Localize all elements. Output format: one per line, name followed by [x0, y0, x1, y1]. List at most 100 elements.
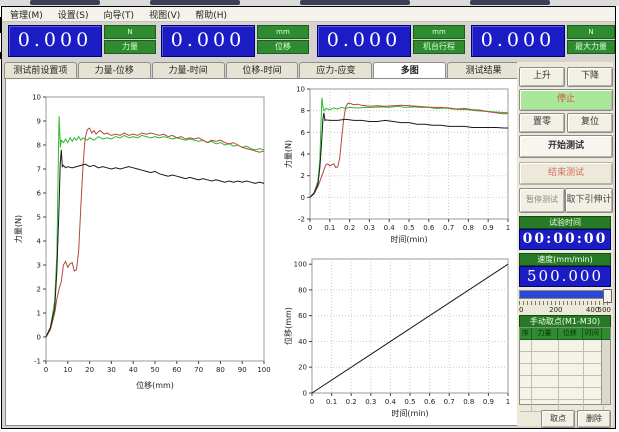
- tab-test-results[interactable]: 测试结果: [447, 62, 521, 79]
- svg-text:0.7: 0.7: [444, 398, 455, 406]
- reset-button[interactable]: 复位: [567, 113, 613, 133]
- svg-text:0: 0: [44, 366, 48, 374]
- tab-displacement-time[interactable]: 位移-时间: [225, 62, 299, 79]
- slider-tick-label: 200: [549, 306, 563, 314]
- menu-item-settings[interactable]: 设置(S): [57, 10, 89, 21]
- menu-item-view[interactable]: 视图(V): [149, 10, 181, 21]
- svg-text:0.8: 0.8: [463, 398, 474, 406]
- svg-text:20: 20: [85, 366, 94, 374]
- table-scrollbar[interactable]: [601, 340, 610, 404]
- stop-button[interactable]: 停止: [519, 89, 613, 111]
- test-time-header: 试验时间: [519, 216, 611, 229]
- svg-text:0.5: 0.5: [403, 224, 414, 232]
- svg-text:60: 60: [172, 366, 181, 374]
- photo-edge-artifact: [30, 0, 100, 5]
- svg-text:1: 1: [506, 398, 510, 406]
- svg-text:0.2: 0.2: [346, 398, 357, 406]
- svg-text:0: 0: [308, 224, 312, 232]
- svg-text:0.1: 0.1: [324, 224, 335, 232]
- start-test-button[interactable]: 开始测试: [519, 135, 613, 158]
- speed-slider[interactable]: [519, 289, 612, 303]
- photo-edge-artifact: [300, 0, 410, 5]
- speed-display: 500.000: [519, 266, 611, 287]
- svg-text:0: 0: [303, 390, 307, 398]
- svg-text:5: 5: [37, 214, 41, 222]
- svg-text:8: 8: [301, 107, 305, 115]
- svg-text:0: 0: [301, 194, 305, 202]
- svg-text:时间(min): 时间(min): [391, 408, 428, 418]
- delete-point-button[interactable]: 删除: [577, 410, 611, 428]
- svg-text:0: 0: [310, 398, 314, 406]
- tab-stress-strain[interactable]: 应力-应变: [299, 62, 373, 79]
- svg-text:0.9: 0.9: [483, 224, 494, 232]
- stroke-value-display: 0.000: [317, 25, 411, 57]
- end-test-button[interactable]: 结束测试: [519, 162, 613, 185]
- svg-text:40: 40: [129, 366, 138, 374]
- svg-text:10: 10: [32, 94, 41, 102]
- svg-text:0.7: 0.7: [443, 224, 454, 232]
- svg-text:力量(N): 力量(N): [283, 140, 293, 168]
- col-force: 力量: [531, 328, 559, 340]
- svg-text:位移(mm): 位移(mm): [136, 380, 174, 390]
- table-row[interactable]: [520, 388, 610, 400]
- svg-text:1: 1: [37, 310, 41, 318]
- svg-text:位移(mm): 位移(mm): [283, 307, 293, 345]
- up-button[interactable]: 上升: [519, 67, 565, 87]
- svg-text:100: 100: [257, 366, 270, 374]
- menu-item-wizard[interactable]: 向导(T): [103, 10, 135, 21]
- svg-text:9: 9: [37, 118, 41, 126]
- down-button[interactable]: 下降: [567, 67, 613, 87]
- slider-tick-label: 0: [519, 306, 524, 314]
- svg-text:-2: -2: [298, 216, 305, 224]
- max-force-value-display: 0.000: [471, 25, 565, 57]
- menu-item-manage[interactable]: 管理(M): [10, 10, 43, 21]
- svg-text:0.6: 0.6: [424, 398, 436, 406]
- points-table-header: 序 力量 位移 时间: [520, 328, 610, 340]
- max-force-label-badge: 最大力量: [567, 40, 615, 54]
- svg-text:40: 40: [298, 338, 307, 346]
- remove-extensometer-button[interactable]: 取下引伸计: [565, 188, 613, 213]
- displacement-label-badge: 位移: [257, 40, 309, 54]
- tab-force-displacement[interactable]: 力量-位移: [77, 62, 151, 79]
- displacement-value-display: 0.000: [161, 25, 255, 57]
- tab-pretest-settings[interactable]: 测试前设置项: [4, 62, 77, 79]
- stroke-label-badge: 机台行程: [413, 40, 465, 54]
- svg-text:0.4: 0.4: [385, 398, 397, 406]
- menu-item-help[interactable]: 帮助(H): [195, 10, 228, 21]
- manual-points-table: 序 力量 位移 时间: [519, 327, 611, 412]
- pause-test-button[interactable]: 暂停测试: [519, 188, 565, 213]
- svg-text:0.4: 0.4: [384, 224, 396, 232]
- svg-text:10: 10: [63, 366, 72, 374]
- svg-text:50: 50: [151, 366, 160, 374]
- svg-text:60: 60: [298, 312, 307, 320]
- zero-button[interactable]: 置零: [519, 113, 565, 133]
- col-scroll-spacer: [602, 328, 610, 340]
- force-displacement-chart: 0 10 20 30 40 50 60 70 80 90 100 -1 0 1 2 3 4 5 6 7 8 9 10 位移(m…: [12, 89, 274, 391]
- speed-slider-scale: 0 200 400 500: [519, 306, 611, 314]
- svg-text:力量(N): 力量(N): [13, 215, 23, 243]
- stroke-unit-badge: mm: [413, 25, 465, 39]
- svg-text:6: 6: [301, 129, 306, 137]
- table-row[interactable]: [520, 364, 610, 376]
- svg-text:0.1: 0.1: [326, 398, 337, 406]
- capture-point-button[interactable]: 取点: [541, 410, 575, 428]
- col-index: 序: [520, 328, 532, 340]
- svg-text:6: 6: [37, 190, 42, 198]
- svg-text:0.6: 0.6: [423, 224, 435, 232]
- svg-text:4: 4: [301, 151, 306, 159]
- force-unit-badge: N: [104, 25, 156, 39]
- tab-multi-chart[interactable]: 多图: [373, 62, 447, 79]
- svg-text:0.2: 0.2: [344, 224, 355, 232]
- svg-text:0.5: 0.5: [404, 398, 415, 406]
- svg-text:0.9: 0.9: [483, 398, 494, 406]
- test-time-display: 00:00:00: [519, 229, 611, 250]
- table-row[interactable]: [520, 352, 610, 364]
- svg-text:0: 0: [37, 334, 41, 342]
- svg-text:0.3: 0.3: [364, 224, 375, 232]
- table-row[interactable]: [520, 340, 610, 352]
- speed-slider-ruler: [519, 301, 611, 305]
- table-row[interactable]: [520, 376, 610, 388]
- tab-force-time[interactable]: 力量-时间: [151, 62, 225, 79]
- photo-edge-artifact: [470, 0, 550, 5]
- svg-text:10: 10: [296, 86, 305, 94]
